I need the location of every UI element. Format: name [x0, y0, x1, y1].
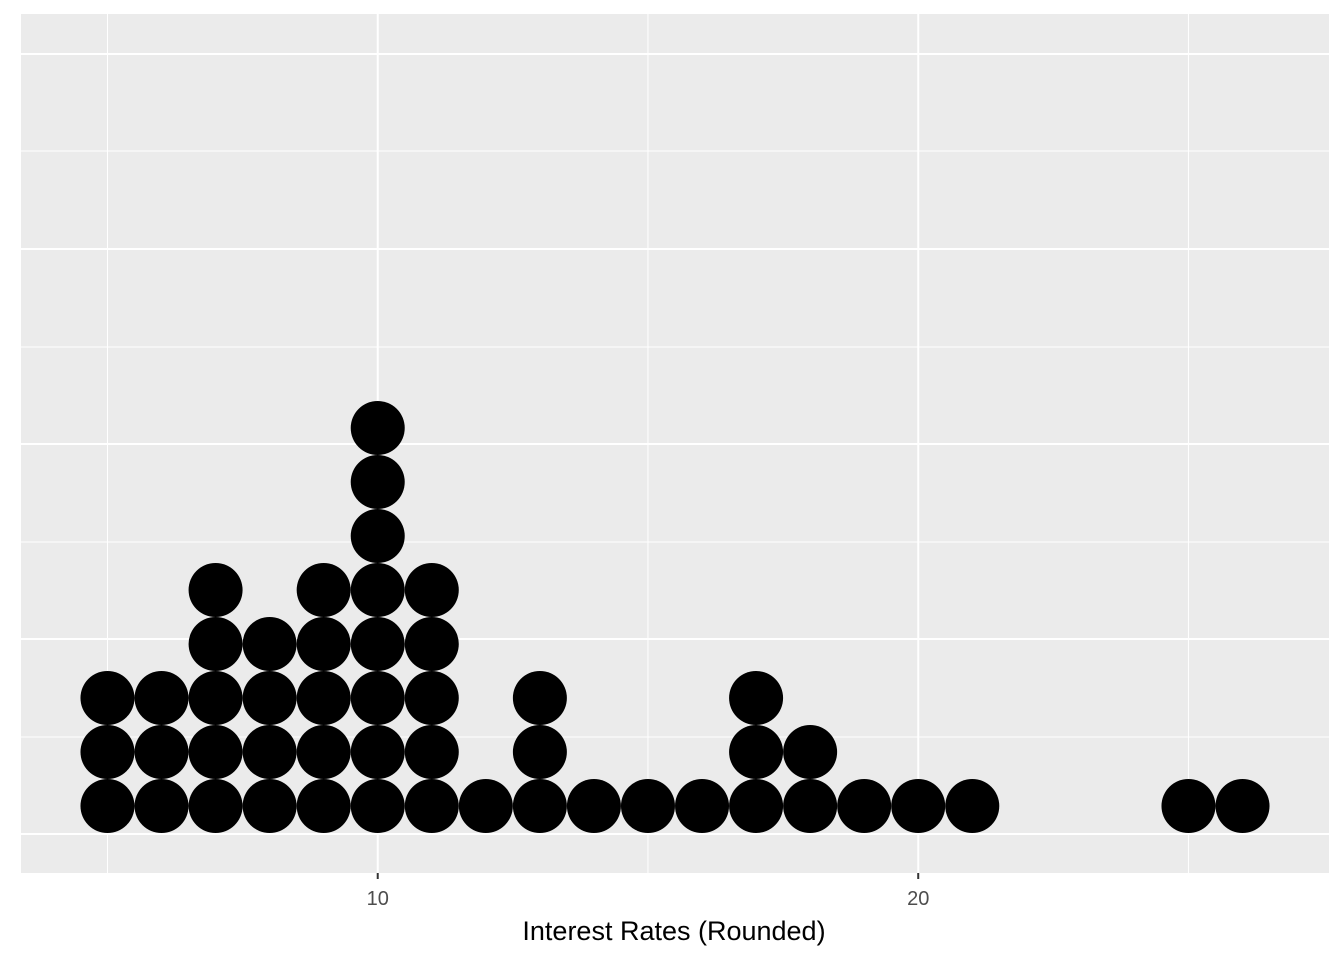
- x-axis-title: Interest Rates (Rounded): [522, 916, 825, 946]
- dot: [350, 401, 405, 455]
- dot: [80, 779, 135, 833]
- dot: [512, 725, 567, 779]
- dot: [729, 779, 784, 833]
- dot: [837, 779, 892, 833]
- dot: [242, 671, 297, 725]
- x-axis-ticks: 10 20: [367, 873, 929, 910]
- dot: [620, 779, 675, 833]
- dot: [404, 725, 459, 779]
- dot: [729, 671, 784, 725]
- dot: [350, 455, 405, 509]
- dot: [350, 509, 405, 563]
- dot: [188, 725, 243, 779]
- x-tick-label: 20: [907, 888, 929, 910]
- dot: [134, 779, 189, 833]
- dot: [350, 563, 405, 617]
- dot: [242, 617, 297, 671]
- dot: [188, 617, 243, 671]
- dot: [783, 779, 838, 833]
- dot: [296, 563, 351, 617]
- dot: [188, 671, 243, 725]
- dot: [296, 725, 351, 779]
- dot: [458, 779, 513, 833]
- dot: [242, 779, 297, 833]
- dot: [404, 563, 459, 617]
- dot: [512, 671, 567, 725]
- dot: [134, 671, 189, 725]
- dot: [783, 725, 838, 779]
- dot: [404, 617, 459, 671]
- dot: [404, 779, 459, 833]
- dot: [512, 779, 567, 833]
- dot: [404, 671, 459, 725]
- dots-layer: [80, 401, 1270, 833]
- dot: [1161, 779, 1216, 833]
- dot: [296, 779, 351, 833]
- dot: [242, 725, 297, 779]
- dot: [350, 725, 405, 779]
- dot: [134, 725, 189, 779]
- dot: [80, 671, 135, 725]
- dot: [188, 563, 243, 617]
- x-tick-label: 10: [367, 888, 389, 910]
- dot: [1215, 779, 1270, 833]
- dot: [350, 779, 405, 833]
- dot: [188, 779, 243, 833]
- dot: [945, 779, 1000, 833]
- dot: [296, 671, 351, 725]
- dot: [891, 779, 946, 833]
- dot: [350, 671, 405, 725]
- dot: [729, 725, 784, 779]
- dot: [296, 617, 351, 671]
- dot: [80, 725, 135, 779]
- dot: [566, 779, 621, 833]
- dot: [350, 617, 405, 671]
- dot: [675, 779, 730, 833]
